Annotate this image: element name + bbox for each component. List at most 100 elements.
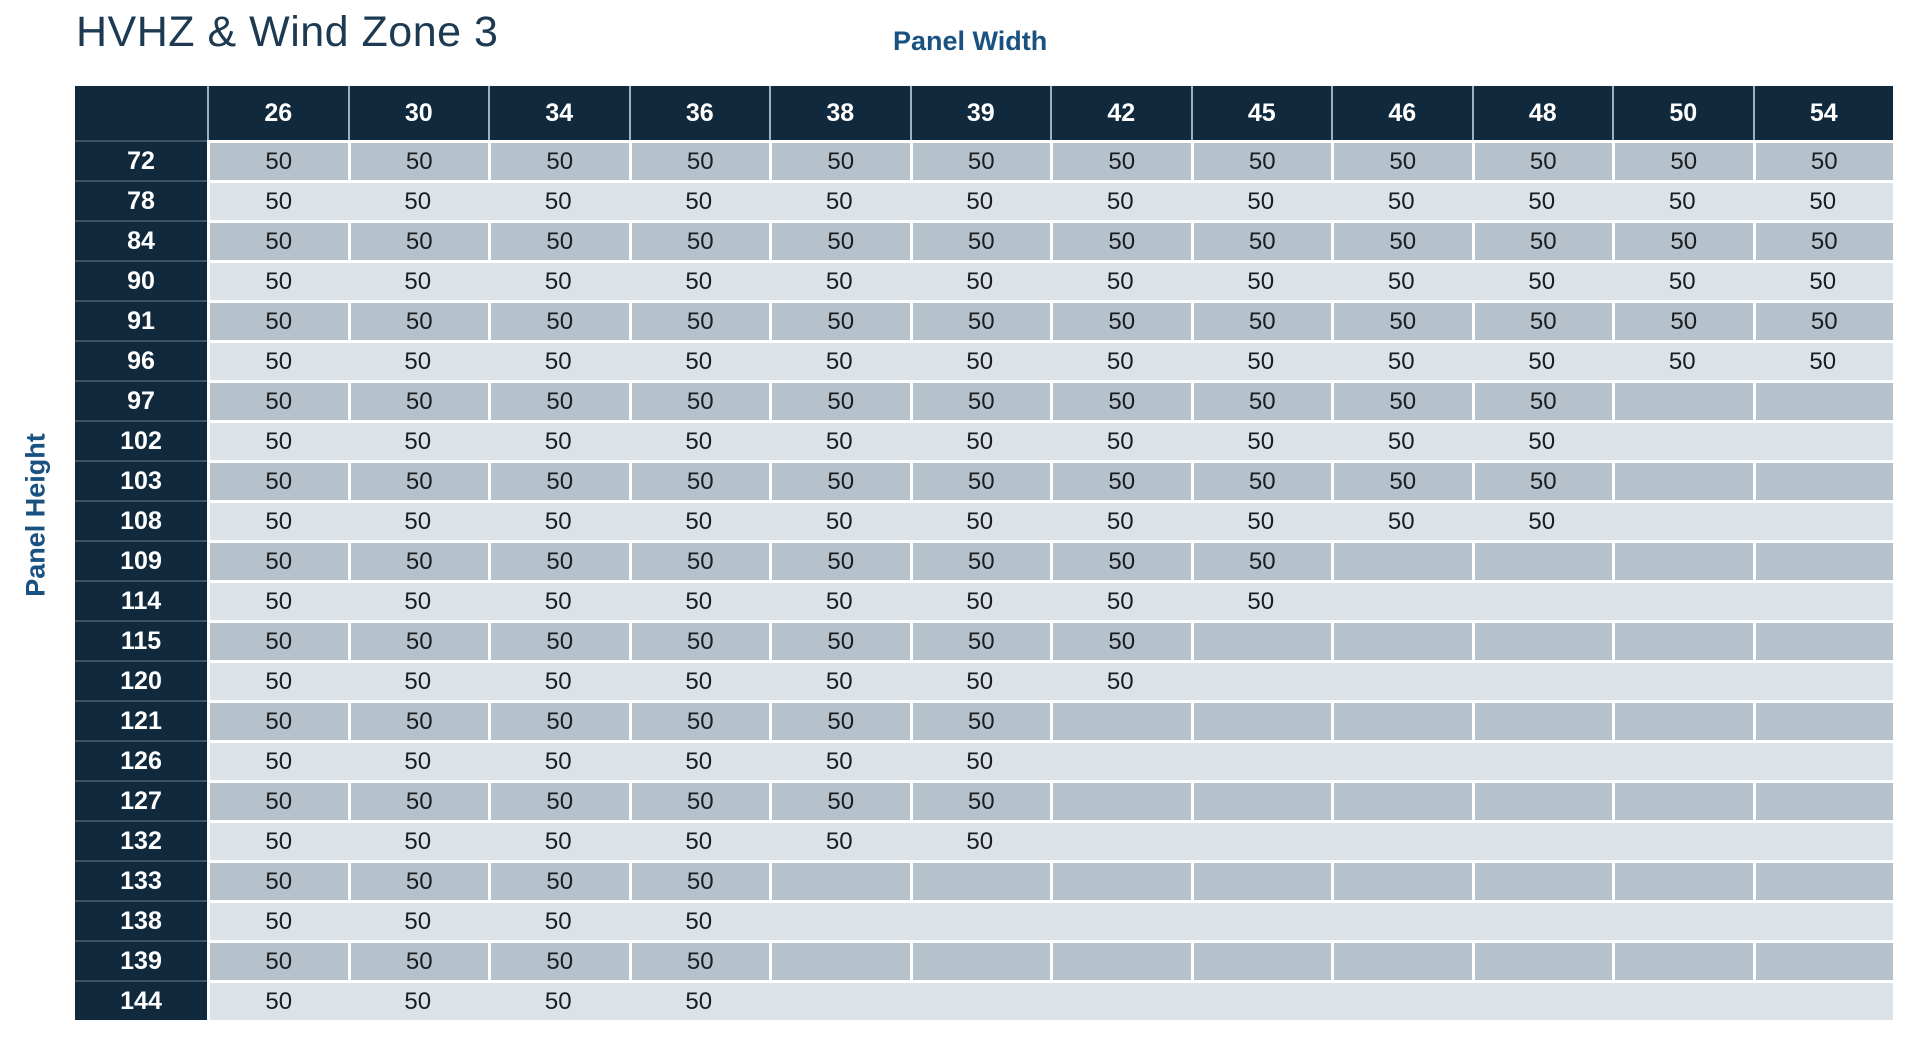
empty-cell — [1471, 980, 1612, 1020]
empty-cell — [909, 900, 1050, 940]
width-header-cell: 45 — [1190, 86, 1331, 140]
value-cell: 50 — [1752, 140, 1893, 180]
value-cell: 50 — [628, 980, 769, 1020]
empty-cell — [1471, 860, 1612, 900]
empty-cell — [1612, 380, 1753, 420]
value-cell: 50 — [207, 820, 348, 860]
empty-cell — [1050, 860, 1191, 900]
value-cell: 50 — [909, 780, 1050, 820]
value-cell: 50 — [207, 780, 348, 820]
empty-cell — [1050, 900, 1191, 940]
table-row: 139 50 50 50 50 — [75, 940, 1893, 980]
value-cell: 50 — [207, 900, 348, 940]
value-cell: 50 — [1190, 180, 1331, 220]
table-row: 133 50 50 50 50 — [75, 860, 1893, 900]
empty-cell — [1331, 620, 1472, 660]
height-header-cell: 97 — [75, 380, 207, 420]
empty-cell — [1331, 820, 1472, 860]
empty-cell — [1190, 820, 1331, 860]
empty-cell — [1050, 940, 1191, 980]
value-cell: 50 — [628, 380, 769, 420]
value-cell: 50 — [1471, 260, 1612, 300]
width-header-cell: 38 — [769, 86, 910, 140]
value-cell: 50 — [347, 500, 488, 540]
value-cell: 50 — [1471, 460, 1612, 500]
width-header-cell: 34 — [488, 86, 629, 140]
table-row: 115 50 50 50 50 50 50 50 — [75, 620, 1893, 660]
value-cell: 50 — [1471, 300, 1612, 340]
empty-cell — [1752, 980, 1893, 1020]
table-row: 109 50 50 50 50 50 50 50 50 — [75, 540, 1893, 580]
empty-cell — [1190, 940, 1331, 980]
value-cell: 50 — [488, 740, 629, 780]
value-cell: 50 — [347, 620, 488, 660]
value-cell: 50 — [347, 740, 488, 780]
value-cell: 50 — [1331, 500, 1472, 540]
value-cell: 50 — [1331, 380, 1472, 420]
value-cell: 50 — [207, 860, 348, 900]
value-cell: 50 — [1612, 220, 1753, 260]
value-cell: 50 — [207, 380, 348, 420]
value-cell: 50 — [1471, 380, 1612, 420]
empty-cell — [1331, 660, 1472, 700]
value-cell: 50 — [1190, 460, 1331, 500]
value-cell: 50 — [1050, 420, 1191, 460]
value-cell: 50 — [909, 540, 1050, 580]
value-cell: 50 — [628, 580, 769, 620]
width-header-cell: 50 — [1612, 86, 1753, 140]
width-header-cell: 46 — [1331, 86, 1472, 140]
value-cell: 50 — [1471, 340, 1612, 380]
value-cell: 50 — [347, 860, 488, 900]
height-header-cell: 84 — [75, 220, 207, 260]
value-cell: 50 — [1190, 420, 1331, 460]
empty-cell — [1752, 540, 1893, 580]
empty-cell — [1050, 700, 1191, 740]
height-header-cell: 96 — [75, 340, 207, 380]
empty-cell — [1471, 780, 1612, 820]
table-row: 144 50 50 50 50 — [75, 980, 1893, 1020]
value-cell: 50 — [1331, 260, 1472, 300]
page-title: HVHZ & Wind Zone 3 — [76, 8, 499, 56]
height-header-cell: 126 — [75, 740, 207, 780]
table-row: 126 50 50 50 50 50 50 — [75, 740, 1893, 780]
table-row: 90 50 50 50 50 50 50 50 50 50 50 50 50 — [75, 260, 1893, 300]
empty-cell — [1331, 940, 1472, 980]
value-cell: 50 — [628, 540, 769, 580]
value-cell: 50 — [347, 380, 488, 420]
value-cell: 50 — [1050, 540, 1191, 580]
value-cell: 50 — [207, 140, 348, 180]
value-cell: 50 — [488, 980, 629, 1020]
value-cell: 50 — [347, 140, 488, 180]
table-row: 114 50 50 50 50 50 50 50 50 — [75, 580, 1893, 620]
value-cell: 50 — [347, 900, 488, 940]
empty-cell — [1331, 580, 1472, 620]
value-cell: 50 — [1752, 180, 1893, 220]
table-body: 72 50 50 50 50 50 50 50 50 50 50 50 50 78 50 50 50 50 50 50… — [75, 140, 1893, 1020]
empty-cell — [769, 940, 910, 980]
value-cell: 50 — [1050, 260, 1191, 300]
value-cell: 50 — [207, 260, 348, 300]
value-cell: 50 — [769, 580, 910, 620]
value-cell: 50 — [1050, 140, 1191, 180]
empty-cell — [1752, 860, 1893, 900]
value-cell: 50 — [1471, 220, 1612, 260]
empty-cell — [1331, 700, 1472, 740]
value-cell: 50 — [207, 220, 348, 260]
value-cell: 50 — [207, 700, 348, 740]
empty-cell — [1331, 740, 1472, 780]
value-cell: 50 — [488, 660, 629, 700]
value-cell: 50 — [207, 660, 348, 700]
value-cell: 50 — [769, 500, 910, 540]
value-cell: 50 — [207, 420, 348, 460]
height-header-cell: 103 — [75, 460, 207, 500]
width-header-cell: 26 — [207, 86, 348, 140]
panel-size-table: 26 30 34 36 38 39 42 45 46 48 50 54 72 50 50 50 50 50 50 5… — [75, 86, 1893, 1020]
value-cell: 50 — [1331, 460, 1472, 500]
value-cell: 50 — [628, 660, 769, 700]
value-cell: 50 — [347, 820, 488, 860]
empty-cell — [909, 980, 1050, 1020]
value-cell: 50 — [347, 260, 488, 300]
panel-height-axis-label: Panel Height — [20, 433, 51, 597]
value-cell: 50 — [347, 700, 488, 740]
value-cell: 50 — [347, 460, 488, 500]
